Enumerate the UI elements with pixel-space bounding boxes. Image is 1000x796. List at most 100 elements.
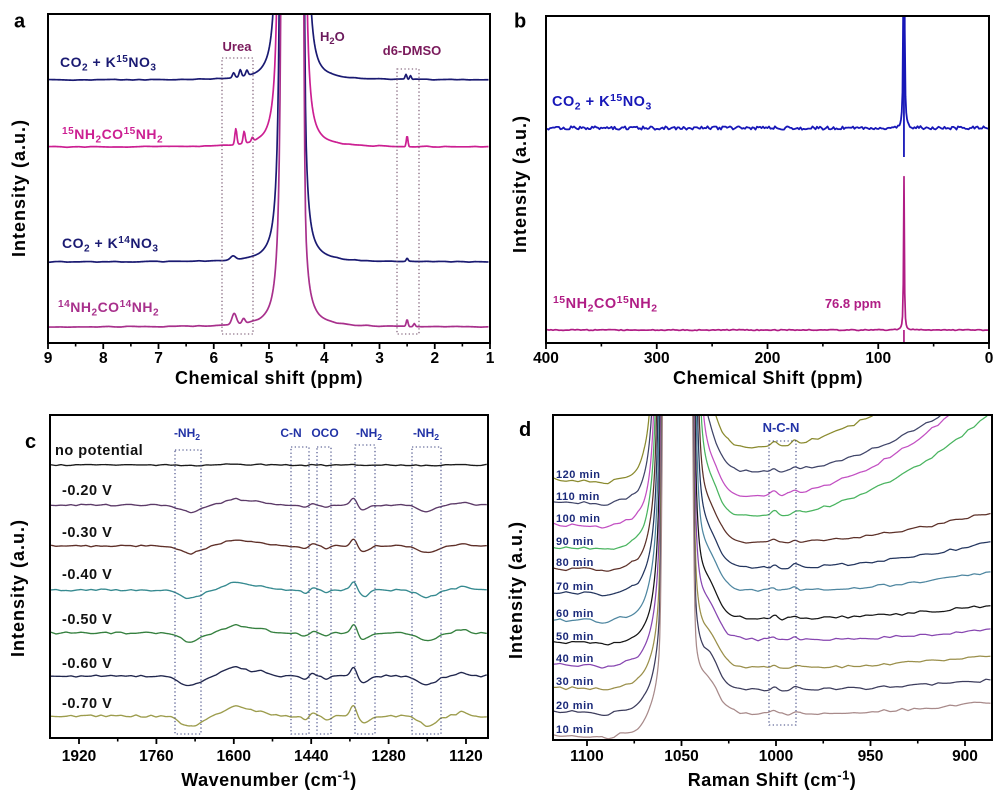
panel-a: 9 8 7 6 5 4 3 2 1 Chemical shift (ppm) Intensity (…	[9, 11, 495, 389]
tick-label-c-1920: 1920	[62, 748, 96, 765]
y-axis-label-c: Intensity (a.u.)	[8, 519, 28, 657]
axes-frame-b	[545, 15, 990, 344]
trace-c-2	[51, 538, 487, 555]
trace-label-d-5: 70 min	[556, 581, 594, 593]
annotation-d-0: N-C-N	[763, 420, 800, 435]
panel-letter-b: b	[514, 11, 526, 33]
annotation-c-0: -NH2	[174, 426, 200, 442]
tick-label-d-1050: 1050	[664, 748, 698, 765]
tick-label-b-0: 0	[985, 350, 994, 367]
trace-label-c-1: -0.20 V	[62, 483, 112, 499]
trace-c-6	[51, 704, 487, 727]
trace-d-9	[554, 416, 991, 691]
tick-label-b-300: 300	[644, 350, 670, 367]
y-axis-label-b: Intensity (a.u.)	[510, 115, 530, 253]
axes-frame-c	[49, 414, 489, 739]
trace-a-1	[49, 15, 489, 149]
annotation-box-c-0	[174, 449, 202, 735]
trace-label-a-2: CO2 + K14NO3	[62, 235, 159, 254]
trace-a-0	[49, 15, 489, 82]
panel-b: 400 300 200 100 0 Chemical Shift (ppm) Intensi…	[510, 11, 994, 389]
tick-label-b-200: 200	[755, 350, 781, 367]
annotation-b-0: 76.8 ppm	[825, 296, 881, 311]
panel-letter-d: d	[519, 419, 531, 441]
trace-label-b-0: CO2 + K15NO3	[552, 93, 652, 113]
trace-label-a-0: CO2 + K15NO3	[60, 54, 157, 73]
tick-label-d-900: 900	[952, 748, 978, 765]
tick-label-b-400: 400	[533, 350, 559, 367]
panel-letter-c: c	[25, 431, 36, 453]
trace-label-c-4: -0.50 V	[62, 612, 112, 628]
x-axis-label-a: Chemical shift (ppm)	[175, 368, 363, 388]
annotation-box-c-4	[411, 446, 442, 735]
trace-d-8	[554, 416, 991, 669]
tick-label-c-1600: 1600	[217, 748, 251, 765]
trace-label-d-6: 60 min	[556, 608, 594, 620]
annotation-c-1: C-N	[280, 426, 301, 440]
trace-label-d-9: 30 min	[556, 676, 594, 688]
panel-b-traces	[547, 17, 988, 342]
tick-label-d-1100: 1100	[570, 748, 604, 765]
tick-label-a-4: 4	[320, 350, 329, 367]
trace-label-d-1: 110 min	[556, 491, 600, 503]
trace-d-3	[554, 416, 988, 550]
trace-d-0	[554, 416, 874, 485]
trace-label-c-5: -0.60 V	[62, 656, 112, 672]
trace-label-b-1: 15NH2CO15NH2	[553, 295, 658, 315]
trace-c-0	[51, 463, 487, 467]
trace-d-6	[554, 416, 991, 624]
panel-letter-a: a	[14, 11, 26, 33]
trace-label-d-11: 10 min	[556, 724, 594, 736]
annotation-c-4: -NH2	[413, 426, 439, 442]
tick-label-a-9: 9	[44, 350, 53, 367]
annotation-a-1: H2O	[320, 29, 345, 46]
annotation-box-c-3	[354, 444, 376, 735]
tick-label-a-3: 3	[375, 350, 384, 367]
trace-d-11	[554, 416, 991, 739]
tick-label-b-100: 100	[865, 350, 891, 367]
trace-label-a-1: 15NH2CO15NH2	[62, 126, 163, 145]
trace-label-c-6: -0.70 V	[62, 696, 112, 712]
tick-label-c-1760: 1760	[139, 748, 173, 765]
y-axis-label-d: Intensity (a.u.)	[506, 521, 526, 659]
trace-label-d-8: 40 min	[556, 653, 594, 665]
trace-b-0	[547, 17, 988, 131]
x-axis-label-b: Chemical Shift (ppm)	[673, 368, 863, 388]
tick-label-c-1280: 1280	[371, 748, 405, 765]
trace-label-d-4: 80 min	[556, 557, 594, 569]
annotation-box-a-0	[221, 57, 254, 335]
trace-d-5	[554, 416, 991, 597]
annotation-box-d-0	[768, 440, 797, 726]
tick-label-a-8: 8	[99, 350, 108, 367]
trace-d-2	[554, 416, 949, 529]
tick-label-a-1: 1	[486, 350, 495, 367]
trace-c-3	[51, 581, 487, 600]
trace-a-3	[49, 15, 489, 329]
trace-d-4	[554, 416, 991, 572]
trace-label-c-0: no potential	[55, 443, 143, 459]
axes-frame-d	[552, 414, 993, 741]
panel-d: 1100 1050 1000 950 900 Raman Shift (cm-1) Inte…	[506, 414, 993, 790]
trace-a-2	[49, 15, 489, 264]
y-axis-label-a: Intensity (a.u.)	[9, 119, 29, 257]
trace-label-d-10: 20 min	[556, 700, 594, 712]
x-axis-label-c: Wavenumber (cm-1)	[181, 768, 356, 790]
tick-label-a-2: 2	[430, 350, 439, 367]
trace-label-c-2: -0.30 V	[62, 525, 112, 541]
annotation-a-2: d6-DMSO	[383, 43, 442, 58]
trace-label-d-7: 50 min	[556, 631, 594, 643]
trace-d-1	[554, 416, 941, 506]
trace-label-d-2: 100 min	[556, 513, 600, 525]
annotation-box-c-2	[316, 446, 332, 735]
panel-c: 1920 1760 1600 1440 1280 1120 Wavenumber (cm-1…	[8, 414, 489, 790]
trace-c-4	[51, 623, 487, 643]
tick-label-d-1000: 1000	[759, 748, 793, 765]
panel-a-traces	[49, 15, 489, 329]
tick-label-d-950: 950	[858, 748, 884, 765]
tick-label-a-7: 7	[154, 350, 163, 367]
trace-label-d-0: 120 min	[556, 469, 600, 481]
tick-label-a-5: 5	[265, 350, 274, 367]
annotation-c-2: OCO	[311, 426, 338, 440]
trace-c-5	[51, 665, 487, 687]
